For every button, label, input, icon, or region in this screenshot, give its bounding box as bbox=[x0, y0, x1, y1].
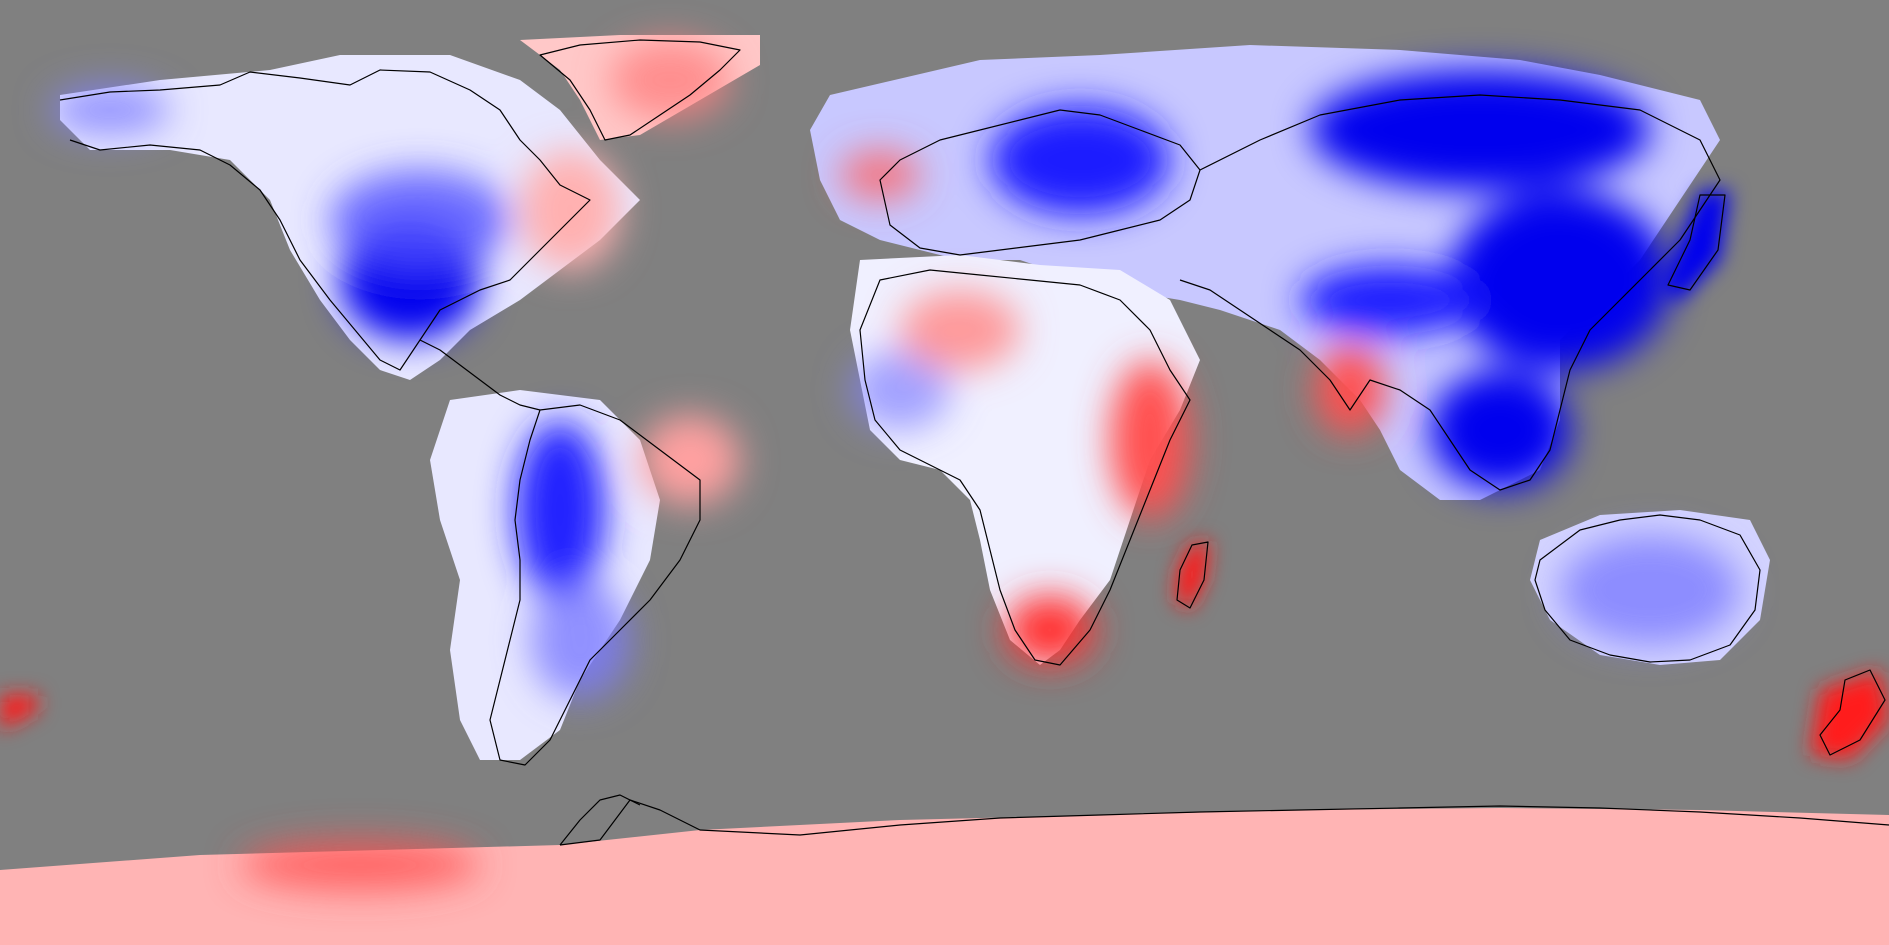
warm-anomaly-iceland bbox=[840, 150, 920, 200]
cool-anomaly-east-asia bbox=[1450, 190, 1670, 370]
coast-europe bbox=[879, 109, 1201, 256]
warm-anomaly-india bbox=[1315, 345, 1385, 435]
coast-new-zealand bbox=[1819, 669, 1886, 756]
coast-japan bbox=[1667, 194, 1726, 291]
cool-anomaly-se-asia bbox=[1430, 370, 1570, 490]
warm-anomaly-east-africa bbox=[1110, 360, 1190, 520]
cool-anomaly-west-africa bbox=[850, 350, 950, 430]
coast-madagascar bbox=[1176, 541, 1209, 609]
coastlines bbox=[59, 39, 1889, 846]
warm-anomaly-south-africa bbox=[1005, 595, 1095, 665]
anomaly-layer bbox=[50, 40, 1740, 890]
warm-anomaly-antarctica-west bbox=[240, 840, 480, 890]
warm-anomaly-greenland bbox=[610, 40, 730, 120]
warm-anomaly-eastern-canada bbox=[520, 150, 620, 270]
coast-south-america bbox=[489, 404, 701, 766]
warm-anomaly-madagascar bbox=[1175, 540, 1210, 610]
coast-antarctic-peninsula bbox=[559, 794, 641, 846]
cool-anomaly-japan bbox=[1660, 190, 1730, 300]
warm-anomaly-pacific-island bbox=[0, 695, 38, 730]
warm-anomaly-new-zealand bbox=[1810, 670, 1889, 760]
coast-australia bbox=[1534, 514, 1761, 663]
cool-anomaly-siberia bbox=[1310, 70, 1650, 190]
coast-asia bbox=[1179, 94, 1721, 491]
cool-anomaly-alaska bbox=[50, 85, 170, 135]
coast-greenland bbox=[539, 39, 741, 141]
cool-anomaly-scandinavia bbox=[990, 105, 1170, 215]
sharp-anomaly-layer bbox=[0, 190, 1889, 760]
warm-anomaly-brazil bbox=[640, 415, 740, 505]
coast-central-america bbox=[419, 339, 541, 411]
cool-anomaly-canada bbox=[330, 170, 510, 270]
coast-antarctica bbox=[559, 799, 1889, 846]
cool-anomaly-patagonia bbox=[530, 580, 630, 700]
coast-africa bbox=[859, 269, 1191, 666]
warm-anomaly-sahara bbox=[900, 290, 1020, 370]
cool-anomaly-australia bbox=[1560, 535, 1740, 645]
coast-north-america bbox=[59, 69, 591, 371]
region-antarctica bbox=[0, 808, 1889, 945]
cool-anomaly-himalaya bbox=[1300, 265, 1480, 335]
cool-anomaly-andes bbox=[515, 420, 605, 600]
